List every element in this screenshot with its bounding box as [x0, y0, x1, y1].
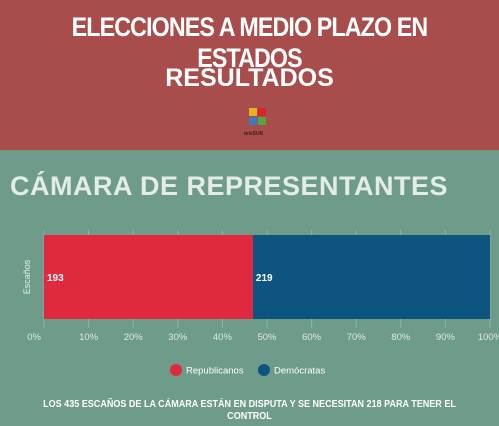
logo-text: teleSUR [244, 131, 264, 137]
header-banner: ELECCIONES A MEDIO PLAZO EN ESTADOS RESU… [0, 0, 499, 150]
legend-swatch-demócratas [258, 364, 270, 376]
bar-republicanos [44, 235, 253, 319]
category-label: Escaños [22, 259, 32, 294]
main-title: ELECCIONES A MEDIO PLAZO EN ESTADOS [71, 12, 428, 73]
x-tick-label: 80% [391, 332, 411, 343]
x-tick-label: 90% [436, 332, 456, 343]
x-tick-label: 100% [478, 332, 499, 343]
x-tick-label: 10% [79, 332, 99, 343]
x-tick-label: 0% [27, 332, 41, 343]
telesur-logo-icon [249, 108, 266, 125]
x-tick-label: 30% [168, 332, 188, 343]
bar-demócratas [252, 235, 490, 319]
data-label-demócratas: 219 [256, 273, 273, 284]
legend-label-demócratas: Demócratas [274, 366, 325, 377]
x-tick-label: 40% [213, 332, 233, 343]
subtitle: RESULTADOS [165, 64, 334, 92]
x-tick-label: 70% [347, 332, 367, 343]
legend-label-republicanos: Republicanos [186, 366, 244, 377]
x-tick-label: 50% [257, 332, 277, 343]
x-tick-label: 60% [302, 332, 322, 343]
data-label-republicanos: 193 [47, 273, 64, 284]
section-title: CÁMARA DE REPRESENTANTES [10, 171, 449, 201]
x-tick-label: 20% [124, 332, 144, 343]
footer-note: LOS 435 ESCAÑOS DE LA CÁMARA ESTÁN EN DI… [43, 398, 456, 422]
stacked-bar-chart: Escaños 193 219 0% 10% 20% 30% 40% 50% 60% 70% 80% 9… [22, 230, 499, 377]
legend-swatch-republicanos [170, 364, 182, 376]
